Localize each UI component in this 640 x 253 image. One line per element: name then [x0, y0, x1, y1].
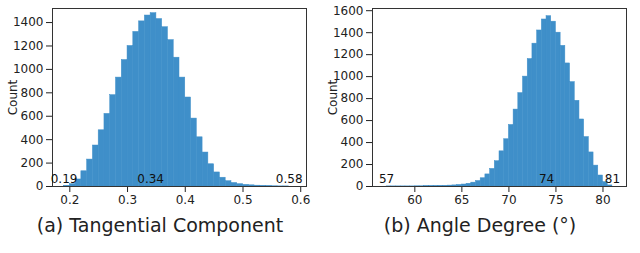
html-text:(b) Angle Degree (°): (b) Angle Degree (°) [383, 214, 577, 236]
svg-text:0.19: 0.19 [51, 172, 78, 186]
svg-text:Count: Count [6, 79, 20, 115]
svg-text:1600: 1600 [333, 4, 364, 18]
svg-text:600: 600 [21, 109, 44, 123]
svg-text:0.58: 0.58 [276, 172, 303, 186]
svg-text:75: 75 [548, 193, 563, 207]
svg-text:57: 57 [379, 172, 394, 186]
svg-text:400: 400 [21, 132, 44, 146]
svg-text:0: 0 [36, 179, 44, 193]
svg-text:0.34: 0.34 [137, 172, 164, 186]
svg-text:1000: 1000 [333, 69, 364, 84]
svg-text:80: 80 [595, 193, 610, 207]
svg-text:600: 600 [341, 113, 364, 127]
svg-text:74: 74 [539, 172, 554, 186]
svg-text:70: 70 [501, 193, 516, 207]
svg-text:1200: 1200 [333, 47, 364, 61]
svg-text:65: 65 [454, 193, 469, 207]
svg-text:800: 800 [341, 91, 364, 105]
svg-text:400: 400 [341, 135, 364, 149]
svg-text:0.6: 0.6 [291, 193, 310, 207]
svg-text:1400: 1400 [333, 26, 364, 40]
svg-text:800: 800 [21, 86, 44, 100]
svg-text:0: 0 [356, 179, 364, 193]
svg-text:81: 81 [605, 172, 620, 186]
html-text:(a) Tangential Component: (a) Tangential Component [36, 214, 284, 236]
svg-text:1400: 1400 [13, 15, 44, 29]
svg-text:0.4: 0.4 [176, 193, 195, 207]
svg-text:60: 60 [407, 193, 422, 207]
svg-text:1200: 1200 [13, 39, 44, 53]
svg-text:0.5: 0.5 [233, 193, 252, 207]
svg-text:1000: 1000 [13, 62, 44, 76]
svg-text:0.3: 0.3 [118, 193, 137, 207]
svg-text:200: 200 [341, 157, 364, 171]
svg-text:Count: Count [326, 79, 340, 115]
svg-text:0.2: 0.2 [60, 193, 79, 207]
svg-text:200: 200 [21, 156, 44, 170]
